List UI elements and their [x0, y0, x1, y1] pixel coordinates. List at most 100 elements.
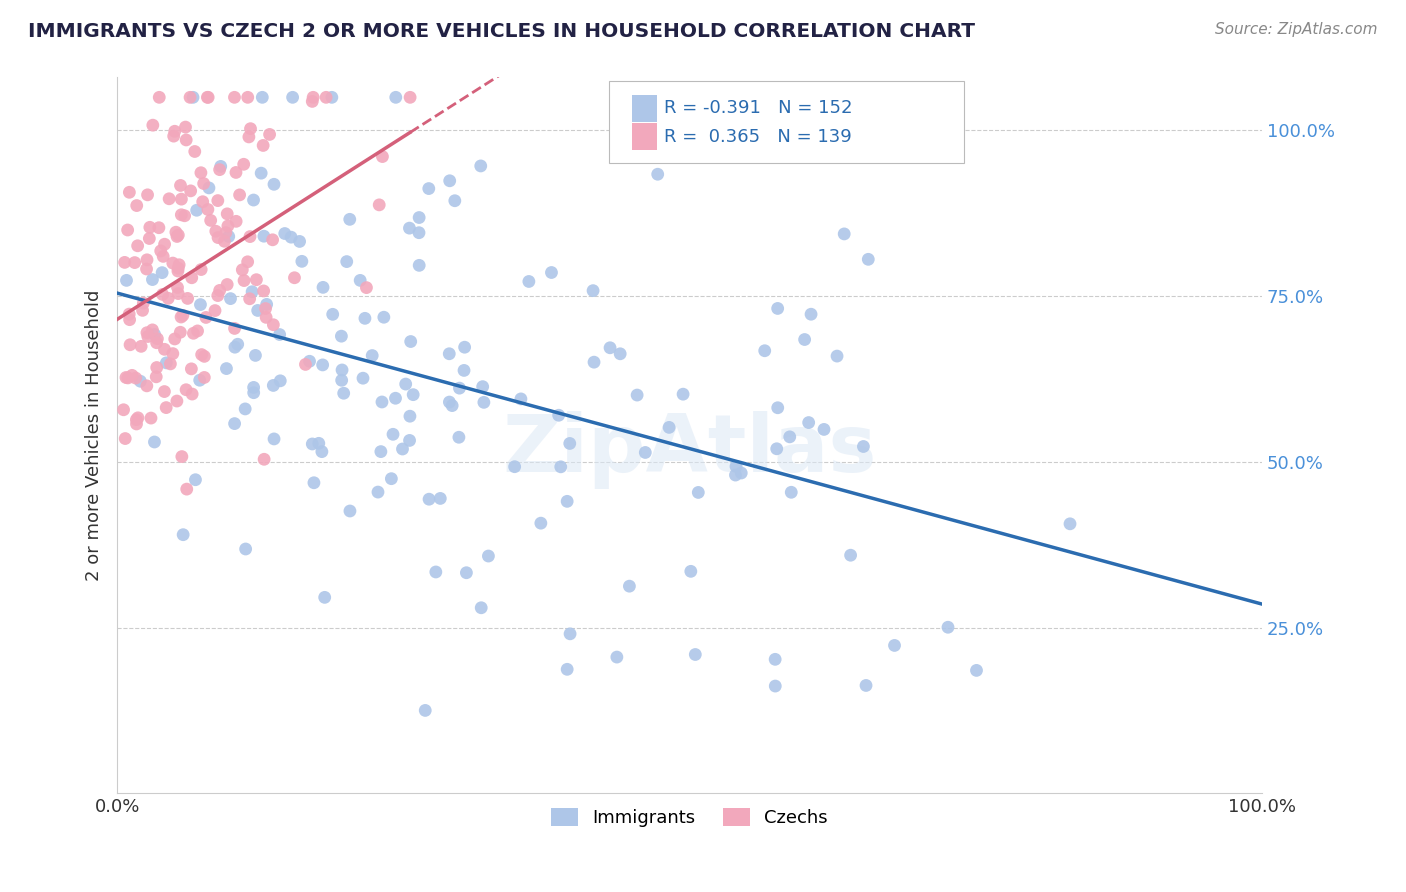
Point — [256, 297, 278, 311]
Point — [402, 387, 425, 401]
Point — [269, 327, 291, 342]
Point — [159, 357, 181, 371]
Point — [685, 648, 707, 662]
Point — [336, 254, 359, 268]
Point — [239, 121, 262, 136]
Point — [312, 280, 335, 294]
Point — [315, 90, 337, 104]
Point — [162, 256, 184, 270]
Text: ZipAtlas: ZipAtlas — [502, 410, 877, 489]
Point — [236, 255, 259, 269]
Point — [136, 252, 159, 267]
Point — [127, 239, 149, 253]
Point — [399, 334, 422, 349]
Point — [1059, 516, 1081, 531]
Point — [449, 381, 471, 395]
Point — [152, 287, 174, 301]
Point — [141, 323, 163, 337]
Point — [127, 410, 149, 425]
Point — [883, 639, 905, 653]
Point — [174, 133, 197, 147]
Point — [193, 350, 215, 364]
Point — [190, 166, 212, 180]
Point — [114, 255, 136, 269]
Point — [619, 579, 641, 593]
Point — [447, 430, 470, 444]
Point — [408, 211, 430, 225]
Point — [443, 194, 465, 208]
Point — [204, 303, 226, 318]
Point — [228, 187, 250, 202]
Point — [254, 301, 277, 316]
Point — [129, 339, 152, 353]
Point — [456, 566, 478, 580]
Point — [204, 224, 226, 238]
Point — [224, 417, 246, 431]
Point — [813, 422, 835, 436]
Point — [294, 358, 316, 372]
Point — [302, 90, 325, 104]
Point — [658, 420, 681, 434]
Point — [766, 401, 789, 415]
Point — [170, 450, 193, 464]
Point — [470, 159, 492, 173]
Point — [129, 374, 152, 388]
Point — [215, 226, 238, 240]
Point — [142, 118, 165, 132]
Point — [679, 565, 702, 579]
Point — [339, 504, 361, 518]
Point — [198, 181, 221, 195]
Point — [439, 174, 461, 188]
Point — [114, 432, 136, 446]
Point — [193, 177, 215, 191]
Point — [766, 301, 789, 316]
Point — [368, 198, 391, 212]
Point — [238, 129, 260, 144]
Point — [839, 548, 862, 562]
Point — [339, 212, 361, 227]
Point — [181, 90, 204, 104]
Point — [163, 332, 186, 346]
Point — [395, 377, 418, 392]
Point — [936, 620, 959, 634]
Point — [371, 150, 394, 164]
Point — [136, 329, 159, 343]
Point — [609, 347, 631, 361]
Point — [148, 220, 170, 235]
Point — [170, 310, 193, 324]
Point — [157, 192, 180, 206]
FancyBboxPatch shape — [633, 95, 658, 122]
Point — [225, 165, 247, 179]
Point — [200, 213, 222, 227]
Point — [141, 272, 163, 286]
Point — [825, 349, 848, 363]
Point — [262, 318, 284, 332]
Point — [190, 297, 212, 311]
Point — [555, 662, 578, 676]
Point — [330, 363, 353, 377]
Text: R =  0.365   N = 139: R = 0.365 N = 139 — [665, 128, 852, 146]
Point — [832, 227, 855, 241]
Point — [145, 335, 167, 350]
Point — [308, 436, 330, 450]
Point — [239, 229, 262, 244]
Point — [425, 565, 447, 579]
Point — [301, 437, 323, 451]
Point — [148, 90, 170, 104]
Point — [166, 280, 188, 294]
Point — [252, 138, 274, 153]
Point — [384, 391, 406, 405]
Point — [135, 379, 157, 393]
Point — [209, 160, 232, 174]
Point — [558, 627, 581, 641]
Point — [332, 386, 354, 401]
Point — [224, 90, 246, 104]
Point — [356, 280, 378, 294]
Point — [259, 128, 281, 142]
Point — [149, 244, 172, 258]
Point — [184, 145, 207, 159]
Point — [190, 262, 212, 277]
Point — [197, 90, 219, 104]
Point — [138, 231, 160, 245]
Legend: Immigrants, Czechs: Immigrants, Czechs — [544, 801, 835, 834]
